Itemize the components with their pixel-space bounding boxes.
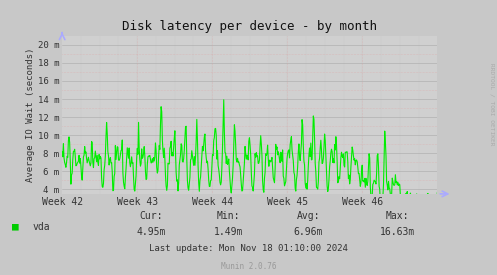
Text: Max:: Max: — [386, 211, 410, 221]
Text: Munin 2.0.76: Munin 2.0.76 — [221, 262, 276, 271]
Text: 16.63m: 16.63m — [380, 227, 415, 237]
Text: Last update: Mon Nov 18 01:10:00 2024: Last update: Mon Nov 18 01:10:00 2024 — [149, 244, 348, 253]
Text: Avg:: Avg: — [296, 211, 320, 221]
Text: RRDTOOL / TOBI OETIKER: RRDTOOL / TOBI OETIKER — [490, 63, 495, 146]
Text: vda: vda — [32, 222, 50, 232]
Text: 6.96m: 6.96m — [293, 227, 323, 237]
Text: 1.49m: 1.49m — [214, 227, 244, 237]
Y-axis label: Average IO Wait (seconds): Average IO Wait (seconds) — [26, 48, 35, 182]
Text: 4.95m: 4.95m — [137, 227, 166, 237]
Title: Disk latency per device - by month: Disk latency per device - by month — [122, 20, 377, 33]
Text: Min:: Min: — [217, 211, 241, 221]
Text: Cur:: Cur: — [140, 211, 164, 221]
Text: ■: ■ — [12, 222, 19, 232]
